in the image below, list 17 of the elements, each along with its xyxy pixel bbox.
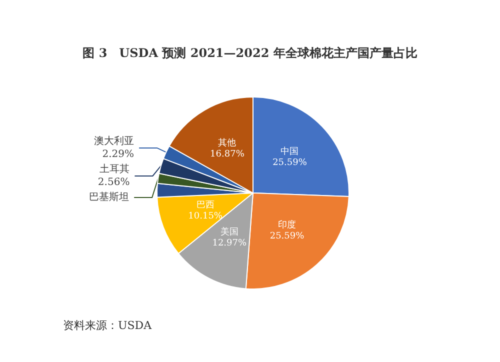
text: 资料来源：USDA — [63, 319, 153, 332]
data-label: 2.29% — [102, 148, 134, 160]
slice-label: 澳大利亚 — [94, 134, 134, 147]
data-label: 12.97% — [212, 238, 247, 249]
slice-label: 印度 — [278, 220, 296, 231]
data-label: 10.15% — [188, 212, 223, 222]
chart-title: 图 3 USDA 预测 2021—2022 年全球棉花主产国产量占比 — [82, 46, 418, 60]
slice-label: 巴基斯坦 — [89, 190, 130, 203]
data-label: 16.87% — [210, 149, 245, 160]
data-label: 25.59% — [270, 232, 305, 242]
slice-label: 中国 — [280, 146, 299, 158]
data-label: 25.59% — [272, 158, 308, 168]
slice-label: 土耳其 — [100, 162, 130, 175]
data-label: 2.56% — [98, 176, 130, 188]
slice-label: 巴西 — [196, 200, 214, 211]
slice-label: 美国 — [220, 226, 238, 238]
slice-label: 其他 — [218, 137, 236, 148]
